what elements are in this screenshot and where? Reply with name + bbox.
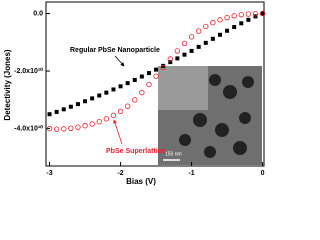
marker: [118, 84, 123, 89]
marker: [217, 32, 222, 37]
marker: [53, 126, 60, 132]
scale-label: 150 nm: [165, 151, 182, 157]
marker: [132, 97, 138, 103]
arrow: [113, 119, 123, 145]
plot-frame: [45, 1, 265, 167]
marker: [182, 52, 187, 57]
marker: [46, 125, 53, 132]
marker: [139, 89, 145, 96]
marker: [110, 112, 117, 119]
marker: [75, 102, 80, 107]
marker: [90, 96, 95, 101]
marker: [168, 60, 173, 65]
y-tick-label: -4.0x10¹⁰: [14, 124, 43, 132]
marker: [83, 99, 88, 104]
marker: [239, 21, 244, 26]
marker: [96, 118, 102, 125]
marker: [203, 23, 209, 30]
marker: [103, 116, 110, 122]
marker: [89, 121, 95, 127]
marker: [68, 104, 73, 109]
marker: [139, 74, 144, 79]
marker: [153, 73, 159, 79]
marker: [224, 14, 230, 21]
marker: [210, 20, 216, 26]
marker: [196, 44, 201, 49]
marker: [132, 77, 137, 82]
marker: [246, 17, 251, 22]
marker: [82, 123, 88, 129]
y-axis-label: Detectivity (Jones): [3, 49, 12, 120]
marker: [238, 11, 244, 18]
marker: [146, 71, 151, 76]
marker: [232, 25, 237, 30]
annotation: PbSe Superlattice: [106, 148, 166, 155]
marker: [61, 107, 66, 112]
x-tick-label: 0: [261, 170, 265, 177]
marker: [245, 11, 252, 17]
x-tick-label: -1: [188, 170, 194, 177]
marker: [125, 81, 130, 86]
marker: [260, 11, 265, 16]
marker: [54, 109, 59, 114]
marker: [97, 93, 102, 98]
marker: [189, 48, 194, 53]
marker: [161, 63, 166, 68]
marker: [154, 67, 159, 72]
marker: [160, 64, 166, 71]
marker: [174, 48, 181, 54]
marker: [231, 13, 237, 19]
marker: [146, 81, 152, 88]
x-tick-label: -3: [46, 170, 52, 177]
marker: [61, 126, 67, 132]
y-tick-label: 0.0: [33, 10, 43, 17]
marker: [225, 28, 230, 33]
marker: [210, 36, 215, 41]
marker: [217, 17, 223, 23]
inset-image: 150 nm: [158, 66, 262, 165]
marker: [124, 103, 131, 109]
marker: [252, 11, 259, 17]
y-tick-label: -2.0x10¹⁰: [14, 67, 43, 75]
marker: [111, 87, 116, 92]
marker: [195, 28, 202, 34]
x-tick-label: -2: [117, 170, 123, 177]
marker: [104, 90, 109, 95]
marker: [117, 108, 124, 115]
marker: [47, 112, 52, 117]
marker: [68, 125, 74, 132]
marker: [75, 124, 81, 130]
chart: 150 nm Bias (V) Detectivity (Jones) Regu…: [3, 1, 266, 186]
marker: [188, 34, 195, 40]
x-axis-label: Bias (V): [126, 177, 156, 186]
marker: [167, 56, 173, 62]
marker: [203, 40, 208, 45]
marker: [181, 40, 188, 47]
marker: [175, 56, 180, 61]
annotation: Regular PbSe Nanoparticle: [70, 47, 160, 54]
arrow: [114, 55, 125, 67]
marker: [259, 10, 266, 17]
